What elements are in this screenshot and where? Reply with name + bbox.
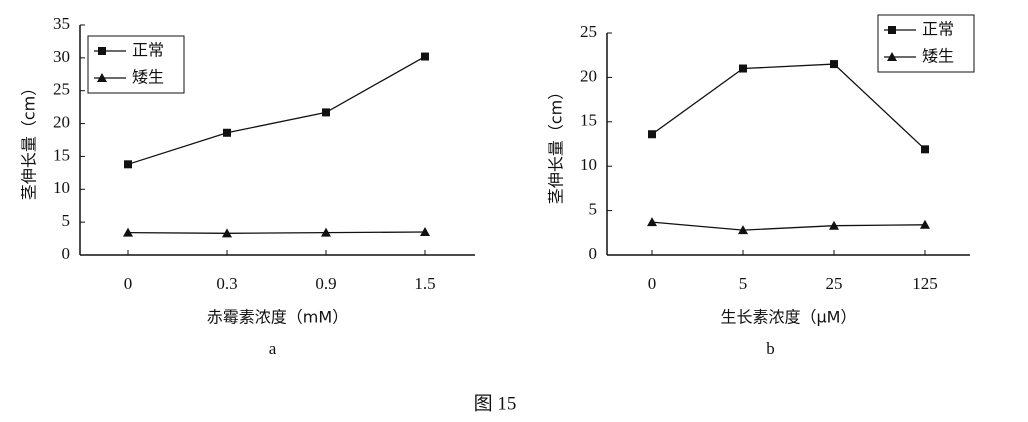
caption: 图 15 xyxy=(474,393,517,414)
series-line xyxy=(651,221,926,231)
y-tick-label: 25 xyxy=(580,22,597,41)
series-line xyxy=(127,55,426,165)
marker xyxy=(888,26,896,34)
x-tick-label: 0 xyxy=(124,274,133,293)
y-tick-label: 25 xyxy=(53,80,70,99)
x-tick-label: 125 xyxy=(912,274,938,293)
x-tick-label: 25 xyxy=(826,274,843,293)
y-tick-label: 0 xyxy=(62,244,71,263)
y-axis-label: 茎伸长量（cm） xyxy=(547,84,566,204)
y-tick-label: 20 xyxy=(53,112,70,131)
y-tick-label: 5 xyxy=(62,211,71,230)
panel-label: b xyxy=(766,339,775,358)
legend-label: 矮生 xyxy=(132,68,164,87)
y-axis-label: 茎伸长量（cm） xyxy=(20,80,39,200)
marker xyxy=(123,227,133,237)
legend-label: 正常 xyxy=(132,41,164,60)
y-tick-label: 35 xyxy=(53,14,70,33)
x-tick-label: 1.5 xyxy=(414,274,435,293)
marker xyxy=(223,128,231,137)
x-axis-label: 生长素浓度（μM） xyxy=(721,308,857,327)
legend-label: 矮生 xyxy=(922,47,954,66)
series-line xyxy=(651,63,926,150)
legend-box xyxy=(877,14,975,73)
legend-label: 正常 xyxy=(922,20,954,39)
x-tick-label: 0 xyxy=(648,274,657,293)
marker xyxy=(98,47,106,55)
y-tick-label: 20 xyxy=(580,66,597,85)
y-tick-label: 15 xyxy=(53,145,70,164)
x-tick-label: 0.9 xyxy=(315,274,336,293)
marker xyxy=(222,228,232,238)
marker xyxy=(920,219,930,229)
x-tick-label: 5 xyxy=(739,274,748,293)
marker xyxy=(322,108,330,117)
y-tick-label: 5 xyxy=(589,200,598,219)
y-tick-label: 30 xyxy=(53,47,70,66)
series-line xyxy=(127,231,426,234)
y-tick-label: 15 xyxy=(580,111,597,130)
y-tick-label: 10 xyxy=(53,178,70,197)
marker xyxy=(420,227,430,236)
marker xyxy=(97,73,107,82)
marker xyxy=(648,130,656,139)
marker xyxy=(647,217,657,227)
marker xyxy=(421,52,429,61)
marker xyxy=(124,160,132,169)
marker xyxy=(829,220,839,230)
marker xyxy=(321,227,331,237)
marker xyxy=(921,145,929,154)
marker xyxy=(887,52,897,61)
marker xyxy=(739,64,747,73)
y-tick-label: 0 xyxy=(589,244,598,263)
marker xyxy=(830,60,838,69)
legend-box xyxy=(87,35,185,94)
x-axis-label: 赤霉素浓度（mM） xyxy=(207,308,348,327)
marker xyxy=(738,225,748,235)
x-tick-label: 0.3 xyxy=(216,274,237,293)
y-tick-label: 10 xyxy=(580,155,597,174)
panel-label: a xyxy=(269,339,277,358)
